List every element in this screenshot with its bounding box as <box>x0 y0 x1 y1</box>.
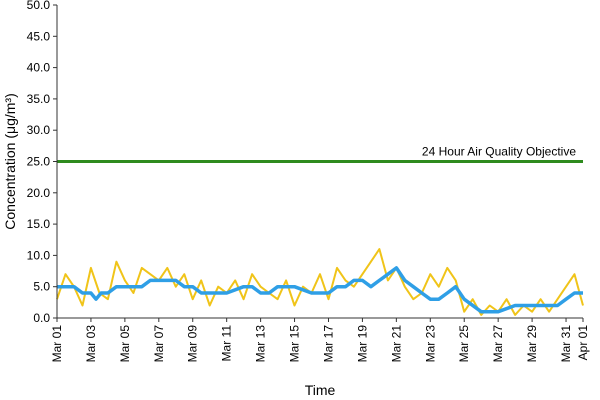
y-tick-label: 10.0 <box>27 248 51 262</box>
y-tick-label: 25.0 <box>27 155 51 169</box>
x-tick-label: Mar 25 <box>457 325 471 363</box>
x-tick-label: Mar 07 <box>152 325 166 363</box>
y-tick-label: 35.0 <box>27 92 51 106</box>
x-tick-label: Mar 13 <box>254 325 268 363</box>
x-tick-label: Mar 11 <box>220 325 234 362</box>
x-tick-label: Mar 03 <box>84 325 98 363</box>
y-tick-label: 20.0 <box>27 186 51 200</box>
x-tick-label: Apr 01 <box>576 325 590 361</box>
x-tick-label: Mar 09 <box>186 325 200 363</box>
series-layer <box>56 248 584 316</box>
x-tick-label: Mar 21 <box>389 325 403 363</box>
x-tick-label: Mar 01 <box>50 325 64 363</box>
x-tick-label: Mar 15 <box>288 325 302 363</box>
x-tick-label: Mar 17 <box>321 325 335 363</box>
x-tick-label: Mar 19 <box>355 325 369 363</box>
y-axis-title: Concentration (μg/m³) <box>2 93 18 229</box>
x-tick-label: Mar 31 <box>559 325 573 363</box>
series-0-line <box>56 248 584 316</box>
x-tick-label: Mar 23 <box>423 325 437 363</box>
air-quality-objective-label: 24 Hour Air Quality Objective <box>422 145 576 159</box>
y-tick-label: 15.0 <box>27 217 51 231</box>
y-tick-label: 5.0 <box>33 280 50 294</box>
x-tick-label: Mar 05 <box>118 325 132 363</box>
y-tick-label: 50.0 <box>27 0 51 12</box>
x-axis-ticks: Mar 01 Mar 03 Mar 05 Mar 07 Mar 09 Mar 11 Mar … <box>50 318 590 362</box>
y-tick-label: 45.0 <box>27 29 51 43</box>
x-axis-title: Time <box>305 382 336 398</box>
x-tick-label: Mar 27 <box>491 325 505 363</box>
y-tick-label: 0.0 <box>33 311 50 325</box>
series-1-line <box>57 266 583 314</box>
y-tick-label: 40.0 <box>27 61 51 75</box>
y-tick-label: 30.0 <box>27 123 51 137</box>
y-axis-ticks: 0.0 5.0 10.0 15.0 20.0 25.0 30.0 35.0 40.0 45.0 50… <box>27 0 57 325</box>
x-tick-label: Mar 29 <box>525 325 539 363</box>
